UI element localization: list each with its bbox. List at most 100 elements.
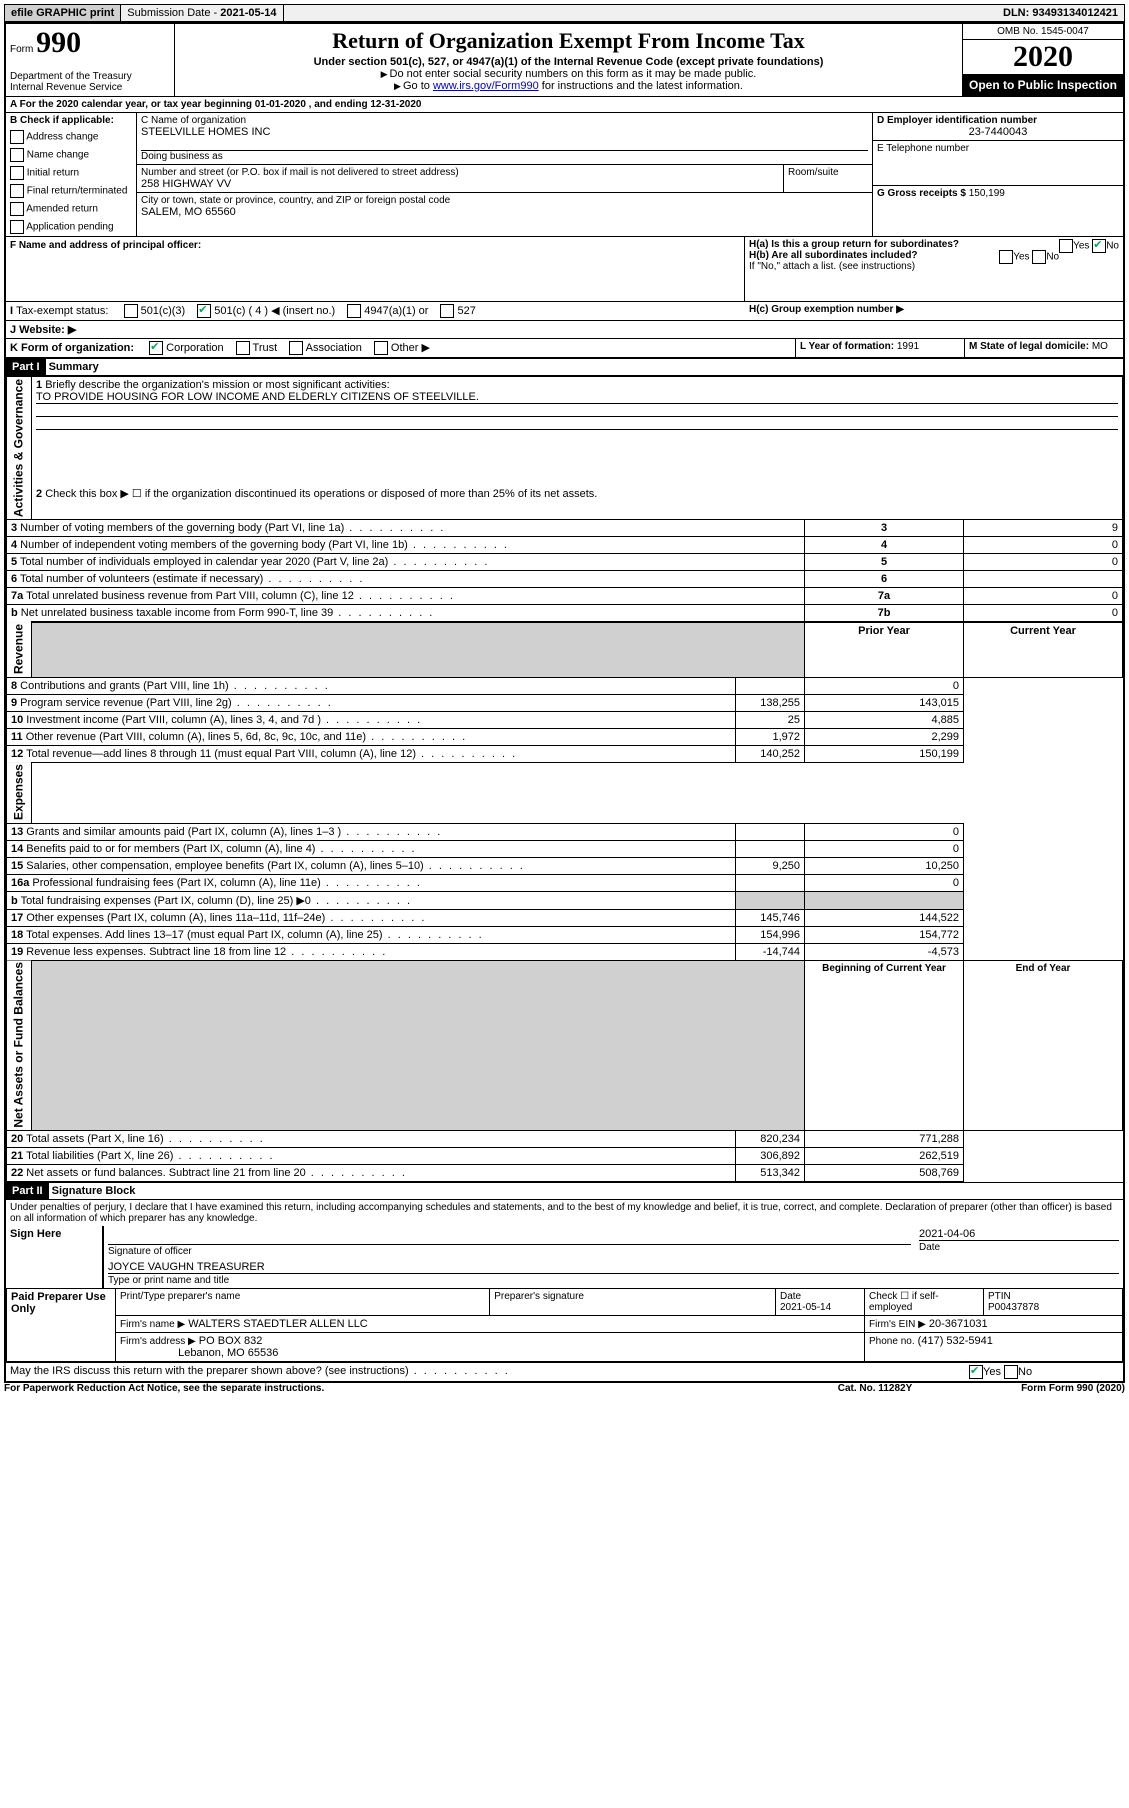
sig-name-label: Type or print name and title <box>108 1275 229 1286</box>
b-item-0[interactable]: Address change <box>6 128 136 146</box>
hb-yes[interactable] <box>999 250 1013 264</box>
sign-here-label: Sign Here <box>6 1226 84 1288</box>
footer-form: Form Form 990 (2020) <box>975 1383 1125 1394</box>
b-item-3[interactable]: Final return/terminated <box>6 182 136 200</box>
ha-label: H(a) Is this a group return for subordin… <box>749 239 959 250</box>
section-h: H(a) Is this a group return for subordin… <box>745 237 1123 301</box>
hdr-prior: Prior Year <box>805 622 964 677</box>
q1-blank1 <box>36 404 1118 417</box>
section-klm: K Form of organization: Corporation Trus… <box>6 338 1123 358</box>
c-city-label: City or town, state or province, country… <box>141 195 868 206</box>
discuss-no[interactable] <box>1004 1365 1018 1379</box>
b-item-1[interactable]: Name change <box>6 146 136 164</box>
hdr-current: Current Year <box>964 622 1123 677</box>
data-row: 20 Total assets (Part X, line 16)820,234… <box>7 1131 1123 1148</box>
part1-label: Part I <box>6 359 46 375</box>
form-number: 990 <box>36 26 81 59</box>
paid-ptin-label: PTIN <box>988 1291 1011 1302</box>
form-subtitle: Under section 501(c), 527, or 4947(a)(1)… <box>177 56 960 68</box>
section-bcdeg: B Check if applicable: Address change Na… <box>6 113 1123 236</box>
discuss-yes[interactable] <box>969 1365 983 1379</box>
k-opt-0[interactable]: Corporation <box>149 342 224 354</box>
paid-label: Paid Preparer Use Only <box>7 1289 116 1362</box>
c-street-label: Number and street (or P.O. box if mail i… <box>141 167 779 178</box>
penalty-text: Under penalties of perjury, I declare th… <box>6 1200 1123 1226</box>
section-e: E Telephone number <box>873 141 1123 186</box>
instructions-link[interactable]: www.irs.gov/Form990 <box>433 80 539 92</box>
paid-ptin: P00437878 <box>988 1302 1039 1313</box>
note2-pre: Go to <box>394 80 433 92</box>
m-value: MO <box>1092 341 1108 352</box>
b-item-5[interactable]: Application pending <box>6 218 136 236</box>
c-dba-label: Doing business as <box>141 150 868 162</box>
k-label: K Form of organization: <box>10 342 134 354</box>
open-to-public: Open to Public Inspection <box>963 74 1123 96</box>
section-l: L Year of formation: 1991 <box>795 339 964 357</box>
ha-no[interactable] <box>1092 239 1106 253</box>
hc-label: H(c) Group exemption number ▶ <box>745 302 1123 320</box>
b-item-4[interactable]: Amended return <box>6 200 136 218</box>
i-opt-0[interactable]: 501(c)(3) <box>124 305 186 317</box>
sig-label: Signature of officer <box>108 1246 192 1257</box>
section-f: F Name and address of principal officer: <box>6 237 745 301</box>
submission-date: 2021-05-14 <box>220 7 276 19</box>
line-a: A For the 2020 calendar year, or tax yea… <box>6 97 1123 113</box>
form-label: Form <box>10 44 33 55</box>
form-id-block: Form 990 Department of the Treasury Inte… <box>6 24 175 97</box>
section-d: D Employer identification number 23-7440… <box>873 113 1123 141</box>
c-room-label: Room/suite <box>783 165 872 192</box>
footer: For Paperwork Reduction Act Notice, see … <box>4 1383 1125 1394</box>
dept-label: Department of the Treasury Internal Reve… <box>10 71 132 93</box>
part1-header: Part I Summary <box>6 358 1123 376</box>
i-opt-1[interactable]: 501(c) ( 4 ) ◀ (insert no.) <box>197 305 335 317</box>
g-label: G Gross receipts $ <box>877 188 966 199</box>
ha-yes[interactable] <box>1059 239 1073 253</box>
data-row: 8 Contributions and grants (Part VIII, l… <box>7 677 1123 694</box>
c-street-block: Number and street (or P.O. box if mail i… <box>137 165 783 192</box>
addr1: PO BOX 832 <box>199 1335 263 1347</box>
data-row: 14 Benefits paid to or for members (Part… <box>7 840 1123 857</box>
hb-no[interactable] <box>1032 250 1046 264</box>
title-block: Return of Organization Exempt From Incom… <box>175 24 962 97</box>
b-item-2[interactable]: Initial return <box>6 164 136 182</box>
part2-label: Part II <box>6 1183 49 1199</box>
dln-label: DLN: <box>1003 7 1032 19</box>
section-g: G Gross receipts $ 150,199 <box>873 186 1123 201</box>
d-value: 23-7440043 <box>877 126 1119 138</box>
data-row: 17 Other expenses (Part IX, column (A), … <box>7 909 1123 926</box>
paid-col0: Print/Type preparer's name <box>116 1289 490 1316</box>
section-label-revenue: Revenue <box>7 622 32 677</box>
i-opt-3[interactable]: 527 <box>440 305 475 317</box>
dln-cell: DLN: 93493134012421 <box>997 5 1124 21</box>
i-opt-2[interactable]: 4947(a)(1) or <box>347 305 428 317</box>
sig-date: 2021-04-06 <box>919 1228 1119 1241</box>
k-opt-2[interactable]: Association <box>289 342 362 354</box>
data-row: 12 Total revenue—add lines 8 through 11 … <box>7 745 1123 762</box>
m-label: M State of legal domicile: <box>969 341 1089 352</box>
k-opt-1[interactable]: Trust <box>236 342 278 354</box>
section-label-expenses: Expenses <box>7 762 32 823</box>
line-a-text: For the 2020 calendar year, or tax year … <box>20 99 422 110</box>
gov-row: 6 Total number of volunteers (estimate i… <box>7 571 1123 588</box>
addr2: Lebanon, MO 65536 <box>178 1347 278 1359</box>
efile-button[interactable]: efile GRAPHIC print <box>5 5 121 21</box>
section-fh: F Name and address of principal officer:… <box>6 236 1123 301</box>
sig-line[interactable] <box>108 1228 911 1245</box>
q2-label: Check this box ▶ ☐ if the organization d… <box>45 488 597 500</box>
data-row: 21 Total liabilities (Part X, line 26)30… <box>7 1148 1123 1165</box>
e-label: E Telephone number <box>877 143 1119 154</box>
f-label: F Name and address of principal officer: <box>10 240 201 251</box>
sign-table: Sign Here Signature of officer 2021-04-0… <box>6 1226 1123 1288</box>
data-row: 11 Other revenue (Part VIII, column (A),… <box>7 728 1123 745</box>
part2-title: Signature Block <box>52 1185 136 1197</box>
section-label-netassets: Net Assets or Fund Balances <box>7 960 32 1131</box>
paid-col4: PTIN P00437878 <box>984 1289 1123 1316</box>
data-row: 15 Salaries, other compensation, employe… <box>7 857 1123 874</box>
gov-row: 5 Total number of individuals employed i… <box>7 554 1123 571</box>
addr-label: Firm's address ▶ <box>120 1336 196 1347</box>
paid-preparer-table: Paid Preparer Use Only Print/Type prepar… <box>6 1288 1123 1362</box>
hb-note: If "No," attach a list. (see instruction… <box>749 261 1119 272</box>
k-opt-3[interactable]: Other ▶ <box>374 342 430 354</box>
data-row: 22 Net assets or fund balances. Subtract… <box>7 1165 1123 1182</box>
data-row: 10 Investment income (Part VIII, column … <box>7 711 1123 728</box>
